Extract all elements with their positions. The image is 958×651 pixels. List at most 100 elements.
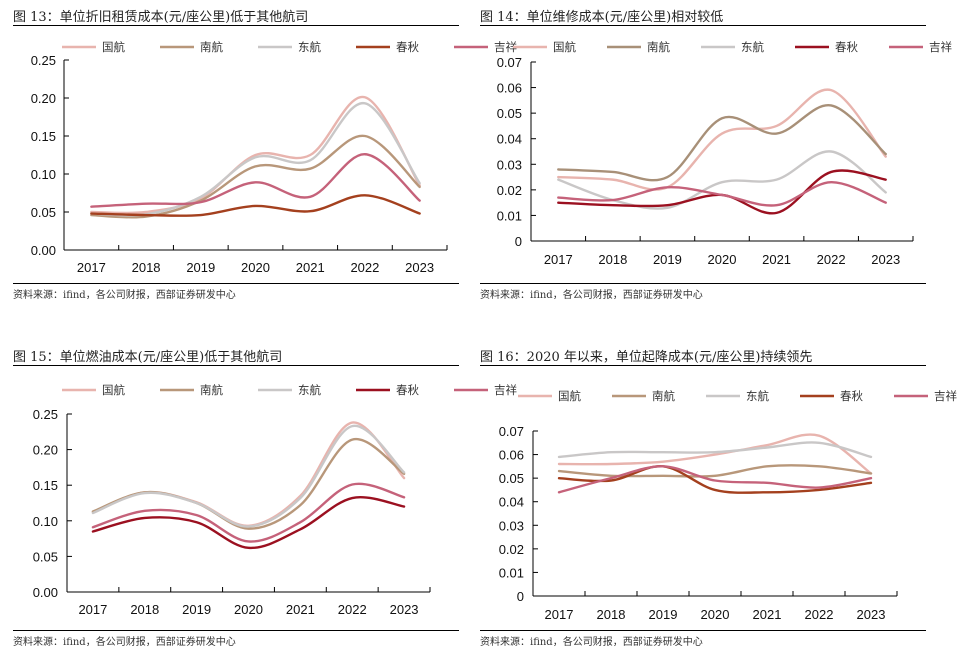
legend-label: 国航 [553,40,576,54]
y-tick-label: 0.06 [497,81,522,96]
legend-label: 国航 [558,389,581,403]
y-tick-label: 0.25 [33,407,58,422]
legend-label: 春秋 [396,40,419,54]
x-tick-label: 2017 [77,260,106,275]
y-tick-label: 0.05 [33,549,58,564]
x-tick-label: 2021 [762,252,791,267]
y-tick-label: 0.01 [497,208,522,223]
y-tick-label: 0.06 [499,448,524,463]
x-tick-label: 2021 [753,607,782,622]
title-rule [480,25,926,26]
y-tick-label: 0.02 [499,542,524,557]
x-tick-label: 2019 [653,252,682,267]
legend-label: 南航 [647,40,670,54]
source-rule [13,630,459,631]
title-rule [13,365,459,366]
legend-label: 东航 [298,40,321,54]
legend-label: 吉祥 [929,40,952,54]
x-tick-label: 2020 [241,260,270,275]
series-line-东航 [91,424,406,528]
series-line-南航 [557,464,873,478]
x-tick-label: 2022 [338,602,367,617]
legend-label: 东航 [298,383,321,397]
series-line-春秋 [557,169,887,215]
source-rule [480,283,926,284]
x-tick-label: 2018 [132,260,161,275]
y-tick-label: 0.07 [497,55,522,70]
legend-label: 南航 [652,389,675,403]
x-tick-label: 2017 [545,607,574,622]
x-tick-label: 2021 [296,260,325,275]
x-tick-label: 2020 [701,607,730,622]
figure-title: 图 16：2020 年以来，单位起降成本(元/座公里)持续领先 [480,350,813,365]
series-line-吉祥 [91,482,406,543]
chart-fig15: 0.00 0.05 0.10 0.15 0.20 0.25 2017 2018 2019 2020… [33,383,518,617]
y-tick-label: 0.05 [499,471,524,486]
x-tick-label: 2023 [405,260,434,275]
figure-title: 图 15：单位燃油成本(元/座公里)低于其他航司 [13,350,283,365]
y-tick-label: 0.01 [499,565,524,580]
y-tick-label: 0.20 [31,91,56,106]
series-line-国航 [557,433,873,475]
x-tick-label: 2022 [350,260,379,275]
series-line-春秋 [91,496,406,550]
series-line-国航 [91,421,406,527]
x-tick-label: 2019 [649,607,678,622]
y-tick-label: 0.15 [33,478,58,493]
y-tick-label: 0.10 [33,514,58,529]
x-tick-label: 2022 [817,252,846,267]
legend: 国航 南航 东航 春秋 吉祥 [62,40,517,54]
legend-label: 南航 [200,40,223,54]
x-tick-label: 2022 [805,607,834,622]
y-tick-label: 0.04 [497,132,522,147]
y-tick-label: 0.03 [497,157,522,172]
legend: 国航 南航 东航 春秋 吉祥 [513,40,952,54]
y-tick-label: 0.05 [31,205,56,220]
y-tick-label: 0 [517,589,524,604]
chart-fig16: 0 0.01 0.02 0.03 0.04 0.05 0.06 0.07 2017 2018 201… [499,389,958,622]
y-tick-label: 0 [515,234,522,249]
y-tick-label: 0.10 [31,167,56,182]
title-rule [480,365,926,366]
series-line-吉祥 [557,180,887,207]
series-line-国航 [90,96,421,215]
legend-label: 吉祥 [934,389,957,403]
x-tick-label: 2018 [130,602,159,617]
source-rule [13,283,459,284]
series-line-东航 [90,102,421,217]
legend-label: 国航 [102,40,125,54]
x-tick-label: 2023 [857,607,886,622]
legend-label: 春秋 [396,383,419,397]
chart-fig14: 0 0.01 0.02 0.03 0.04 0.05 0.06 0.07 2017 2018 201… [497,40,953,267]
y-tick-label: 0.00 [31,243,56,258]
y-tick-label: 0.03 [499,518,524,533]
x-tick-label: 2019 [186,260,215,275]
legend-label: 国航 [102,383,125,397]
x-tick-label: 2023 [871,252,900,267]
y-tick-label: 0.04 [499,495,524,510]
x-tick-label: 2017 [544,252,573,267]
legend: 国航 南航 东航 春秋 吉祥 [518,389,957,403]
legend-label: 吉祥 [494,383,517,397]
y-tick-label: 0.25 [31,53,56,68]
series-line-南航 [557,104,887,182]
series-line-春秋 [557,465,873,494]
series-line-吉祥 [557,465,873,494]
x-tick-label: 2020 [708,252,737,267]
source-note: 资料来源：ifind，各公司财报，西部证券研发中心 [13,637,236,648]
x-tick-label: 2017 [78,602,107,617]
title-rule [13,25,459,26]
legend-label: 南航 [200,383,223,397]
source-note: 资料来源：ifind，各公司财报，西部证券研发中心 [480,637,703,648]
source-rule [480,630,926,631]
figure-title: 图 14：单位维修成本(元/座公里)相对较低 [480,10,724,25]
series-line-南航 [90,134,421,219]
y-tick-label: 0.20 [33,443,58,458]
source-note: 资料来源：ifind，各公司财报，西部证券研发中心 [13,290,236,301]
y-tick-label: 0.02 [497,183,522,198]
series-line-国航 [557,88,887,191]
legend-label: 东航 [741,40,764,54]
x-tick-label: 2023 [390,602,419,617]
legend-label: 春秋 [840,389,863,403]
